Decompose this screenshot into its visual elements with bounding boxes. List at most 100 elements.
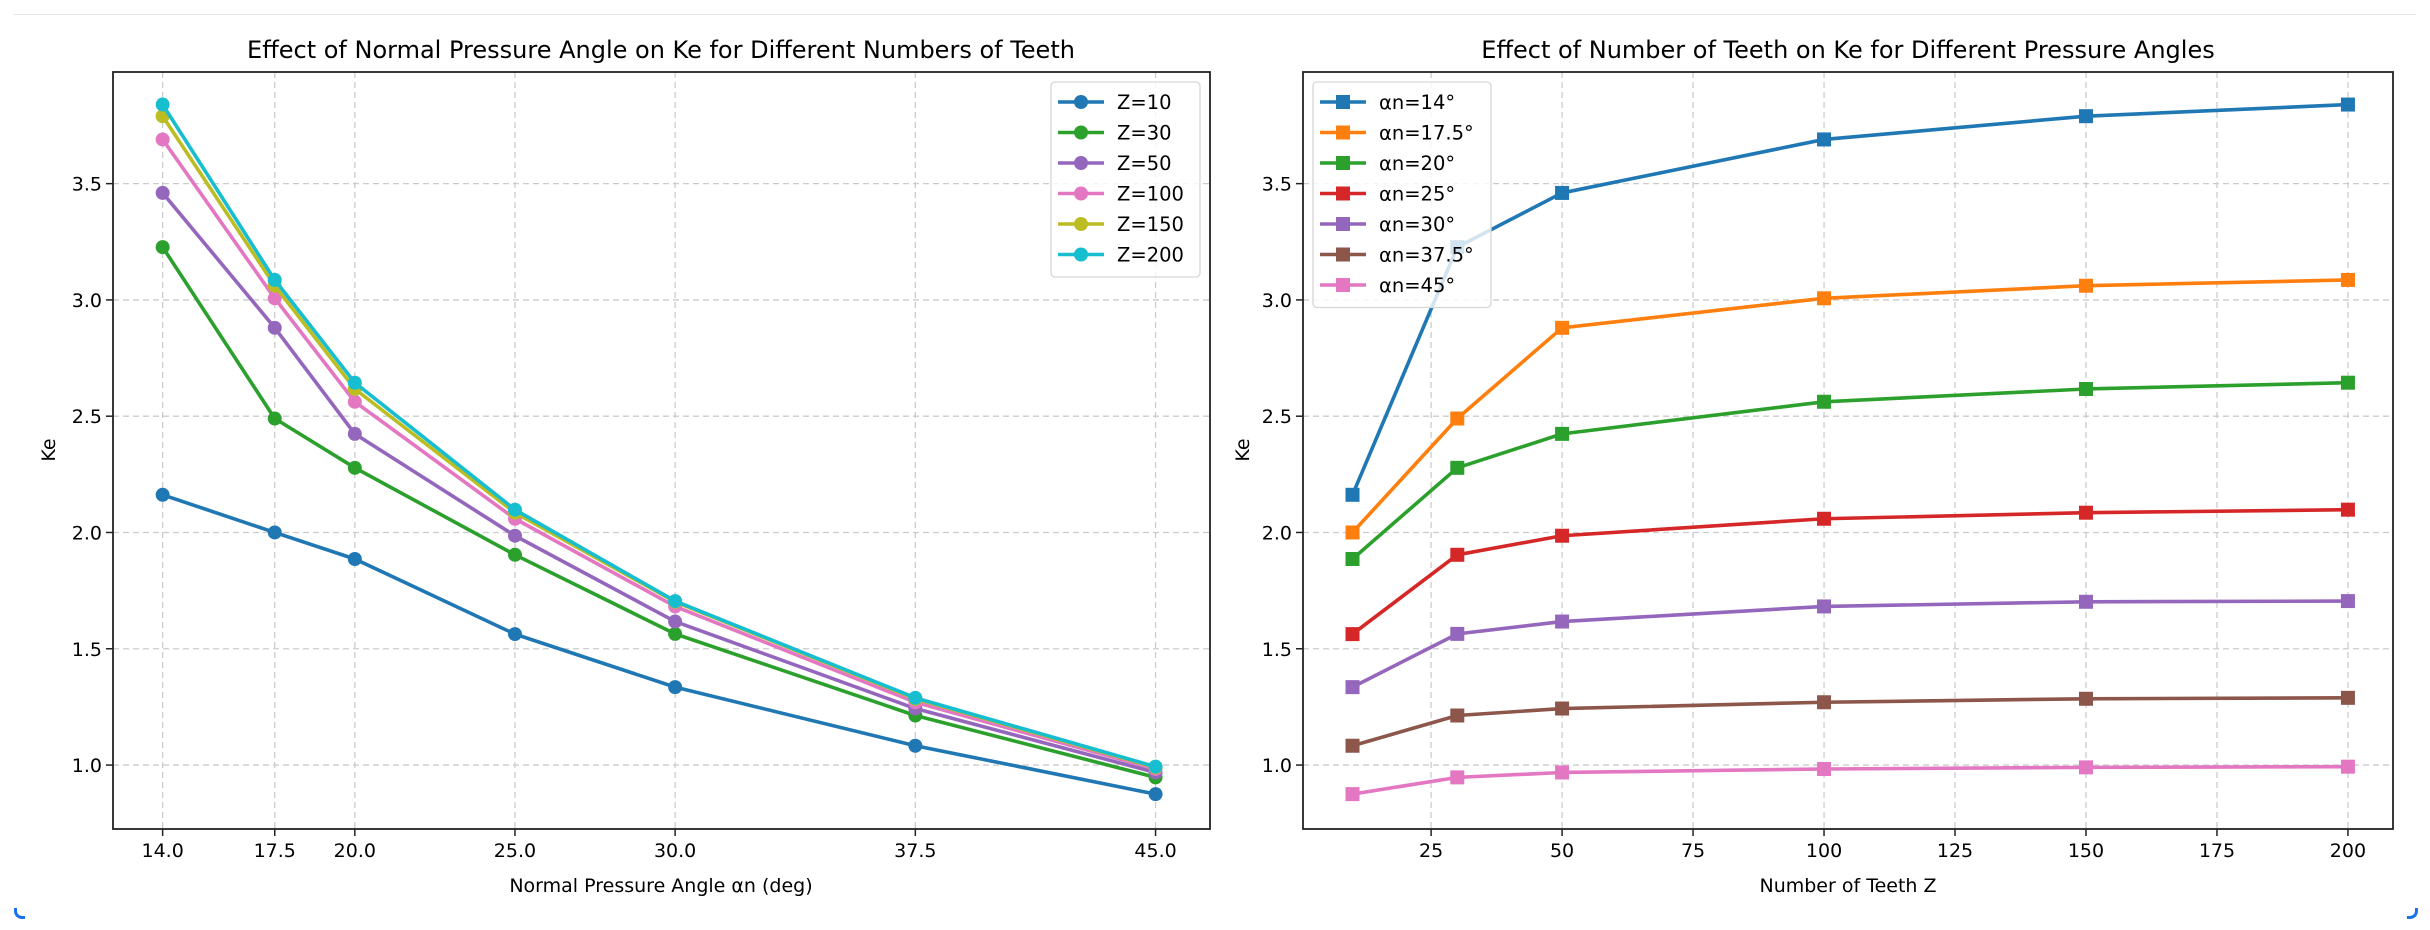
data-point [908, 738, 923, 753]
data-point [1555, 614, 1570, 629]
data-point [2078, 278, 2093, 293]
y-tick-label: 2.5 [72, 406, 102, 428]
chart-title: Effect of Normal Pressure Angle on Ke fo… [247, 36, 1075, 64]
series-Z-50 [155, 185, 1163, 780]
legend-item: Z=200 [1058, 244, 1184, 267]
series-line [1351, 507, 2348, 636]
x-tick-label: 100 [1806, 840, 1842, 862]
series-line [1351, 380, 2348, 561]
data-point [155, 132, 170, 147]
chart-number-of-teeth: Effect of Number of Teeth on Ke for Diff… [1232, 36, 2394, 897]
data-point [347, 551, 362, 566]
top-divider [14, 14, 2416, 15]
data-point [2078, 381, 2093, 396]
plot-frame [1302, 71, 2394, 830]
data-point [155, 185, 170, 200]
data-point [347, 375, 362, 390]
series-line [161, 138, 1157, 771]
legend-marker [1336, 186, 1350, 201]
data-point [1817, 394, 1832, 409]
data-point [267, 291, 282, 306]
legend-label: αn=17.5° [1379, 122, 1474, 145]
data-point [908, 690, 923, 705]
series-line [162, 493, 1156, 796]
tick-layer: 25 50 75 100 125 150 175 200 1.0 1.5 2.0 2.5 3.0 3.5 [1262, 174, 2366, 862]
chart-title: Effect of Number of Teeth on Ke for Diff… [1481, 36, 2214, 64]
legend-label: αn=30° [1379, 213, 1455, 236]
data-point [1450, 708, 1465, 723]
y-tick-label: 2.0 [1262, 522, 1292, 544]
data-point [1555, 185, 1570, 200]
data-point [507, 627, 522, 642]
data-point [1555, 765, 1570, 780]
series-layer [1345, 97, 2355, 802]
data-point [1345, 680, 1360, 695]
data-point [1450, 770, 1465, 785]
y-tick-label: 3.0 [72, 290, 102, 312]
series--n-20- [1345, 375, 2355, 566]
data-point [507, 547, 522, 562]
data-point [1345, 787, 1360, 802]
x-axis-label: Normal Pressure Angle αn (deg) [509, 875, 812, 897]
data-point [2340, 594, 2355, 609]
data-point [668, 594, 683, 609]
x-tick-label: 30.0 [654, 840, 696, 862]
data-point [2078, 691, 2093, 706]
legend-item: Z=100 [1058, 183, 1184, 206]
x-tick-label: 37.5 [894, 840, 936, 862]
frame-corner-left [14, 908, 25, 919]
data-point [1555, 701, 1570, 716]
legend-item: αn=17.5° [1320, 122, 1474, 145]
legend-label: αn=25° [1379, 183, 1455, 206]
data-point [507, 528, 522, 543]
data-point [1555, 426, 1570, 441]
y-tick-label: 1.5 [1262, 639, 1292, 661]
data-point [668, 614, 683, 629]
data-point [1345, 487, 1360, 502]
legend-label: αn=45° [1379, 274, 1455, 297]
chart-pressure-angle: Effect of Normal Pressure Angle on Ke fo… [38, 36, 1211, 897]
y-axis-label: Ke [1232, 438, 1254, 461]
data-point [668, 626, 683, 641]
data-point [2078, 760, 2093, 775]
x-tick-label: 50 [1550, 840, 1574, 862]
data-point [1345, 627, 1360, 642]
legend-marker [1336, 156, 1350, 170]
data-point [1450, 547, 1465, 562]
legend-marker [1074, 125, 1088, 140]
data-point [1555, 320, 1570, 335]
data-point [1450, 460, 1465, 475]
data-point [2340, 502, 2355, 517]
x-tick-label: 125 [1937, 840, 1973, 862]
series-line [1352, 764, 2348, 796]
x-tick-label: 20.0 [334, 840, 376, 862]
series-line [1352, 696, 2348, 748]
x-tick-label: 200 [2330, 840, 2366, 862]
legend-item: αn=37.5° [1320, 244, 1474, 267]
data-point [1817, 132, 1832, 147]
legend: αn=14° αn=17.5° αn=20° αn=25° αn=30° αn=37.5°… [1312, 81, 1492, 309]
data-point [1817, 599, 1832, 614]
legend-item: Z=30 [1058, 122, 1172, 145]
series-Z-200 [155, 97, 1163, 774]
y-tick-label: 3.5 [1262, 174, 1292, 196]
data-point [1148, 759, 1163, 774]
x-tick-label: 150 [2068, 840, 2104, 862]
data-point [1345, 738, 1360, 753]
data-point [1345, 525, 1360, 540]
data-point [2078, 109, 2093, 124]
y-tick-label: 2.0 [72, 522, 102, 544]
series-Z-150 [155, 109, 1163, 775]
legend-item: αn=30° [1320, 213, 1455, 236]
legend-label: αn=20° [1379, 152, 1455, 175]
data-point [668, 680, 683, 695]
data-point [1817, 291, 1832, 306]
legend-marker [1074, 217, 1088, 231]
legend-item: αn=14° [1320, 91, 1455, 114]
legend: Z=10 Z=30 Z=50 Z=100 Z=150 Z=200 [1050, 81, 1201, 278]
series-Z-100 [155, 132, 1163, 776]
data-point [2078, 505, 2093, 520]
series--n-37.5- [1345, 690, 2355, 753]
series-layer [155, 97, 1163, 802]
